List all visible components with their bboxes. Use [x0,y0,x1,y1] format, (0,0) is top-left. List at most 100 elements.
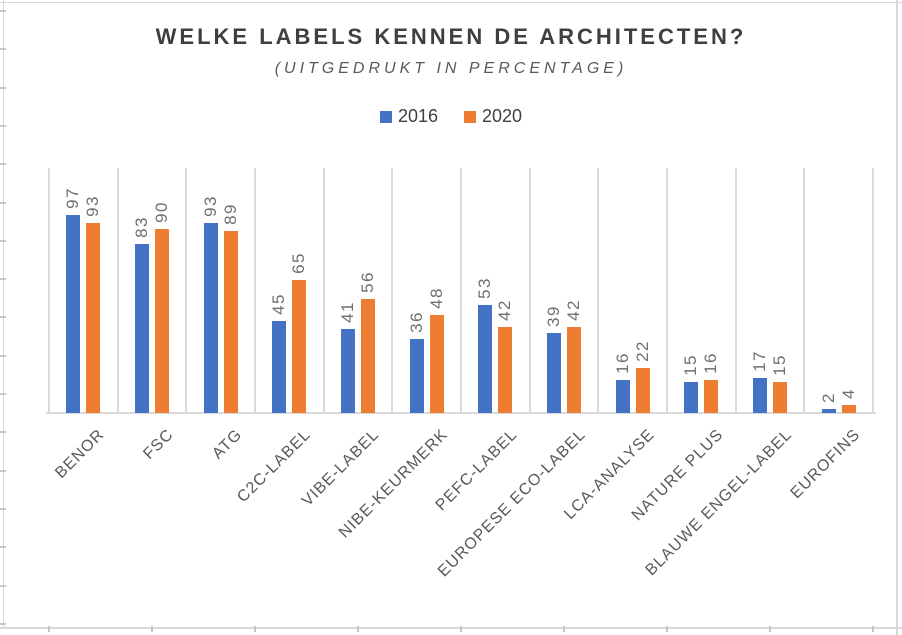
plot-gridline [48,168,50,413]
legend-swatch-2016 [379,110,392,123]
bar-2020-BLAUWE ENGEL-LABEL [773,382,787,413]
value-label-2020-NIBE-KEURMERK: 48 [427,287,446,309]
value-label-2016-C2C-LABEL: 45 [269,293,288,315]
value-label-2016-FSC: 83 [132,216,151,238]
plot-gridline [597,168,600,413]
plot-gridline [666,168,668,413]
sheet-tick [0,87,6,89]
bar-2020-ATG [224,231,238,413]
plot-gridline [391,168,394,413]
value-label-2016-BLAUWE ENGEL-LABEL: 17 [750,350,769,372]
plot-gridline [322,168,325,413]
sheet-gridline-bottom [0,627,902,629]
category-label-BENOR: BENOR [52,426,109,482]
sheet-tick [357,626,359,632]
sheet-tick [563,626,565,632]
sheet-tick [0,48,6,50]
sheet-tick [0,585,6,587]
bar-2016-BLAUWE ENGEL-LABEL [753,378,767,413]
value-label-2016-EUROFINS: 2 [819,392,838,403]
bar-2016-EUROFINS [822,409,836,413]
value-label-2020-FSC: 90 [152,201,171,223]
legend-item-2020: 2020 [464,106,522,127]
bar-2020-PEFC-LABEL [498,327,512,413]
value-label-2016-LCA-ANALYSE: 16 [613,352,632,374]
x-axis-line [46,412,876,414]
bar-2016-VIBE-LABEL [341,329,355,413]
legend-item-2016: 2016 [379,106,438,127]
bar-2016-EUROPESE ECO-LABEL [547,333,561,413]
plot-gridline [803,168,806,413]
bar-2016-NATURE PLUS [684,382,698,413]
sheet-tick [0,546,6,548]
value-label-2020-EUROPESE ECO-LABEL: 42 [564,299,583,321]
value-label-2020-LCA-ANALYSE: 22 [633,340,652,362]
category-label-EUROFINS: EUROFINS [787,426,864,503]
sheet-tick [0,470,6,472]
sheet-tick [666,626,668,632]
plot-gridline [116,168,119,413]
category-label-BLAUWE ENGEL-LABEL: BLAUWE ENGEL-LABEL [641,426,796,580]
legend-label-2020: 2020 [482,106,523,126]
bar-2016-ATG [204,223,218,413]
bar-2016-PEFC-LABEL [478,305,492,413]
bar-2020-EUROFINS [842,405,856,413]
plot-gridline [528,168,531,413]
sheet-tick [769,626,771,632]
sheet-tick [0,278,6,280]
plot-gridline [734,168,737,413]
plot-gridline [185,168,188,413]
sheet-tick [460,626,462,632]
value-label-2016-NIBE-KEURMERK: 36 [407,311,426,333]
sheet-tick [0,125,6,127]
sheet-tick [0,202,6,204]
bar-2020-NIBE-KEURMERK [430,315,444,413]
legend-swatch-2020 [464,110,476,123]
category-label-FSC: FSC [140,426,178,463]
bar-2020-NATURE PLUS [704,380,718,413]
sheet-gridline-top [0,2,902,3]
bar-2016-BENOR [66,215,80,413]
value-label-2020-BENOR: 93 [83,195,102,217]
value-label-2016-BENOR: 97 [63,187,82,209]
bar-2016-C2C-LABEL [272,321,286,413]
value-label-2016-PEFC-LABEL: 53 [475,277,494,299]
bar-2016-LCA-ANALYSE [616,380,630,413]
value-label-2020-BLAUWE ENGEL-LABEL: 15 [770,354,789,376]
plot-gridline [460,168,462,413]
bar-2016-NIBE-KEURMERK [410,339,424,413]
plot-gridline [254,168,256,413]
sheet-tick [0,623,6,625]
category-label-EUROPESE ECO-LABEL: EUROPESE ECO-LABEL [434,426,590,581]
sheet-tick [0,240,6,242]
bar-2020-EUROPESE ECO-LABEL [567,327,581,413]
value-label-2020-C2C-LABEL: 65 [289,252,308,274]
bar-2020-C2C-LABEL [292,280,306,413]
sheet-tick [254,626,256,632]
bar-2020-LCA-ANALYSE [636,368,650,413]
category-label-ATG: ATG [209,426,246,463]
value-label-2016-ATG: 93 [201,195,220,217]
chart-subtitle: (UITGEDRUKT IN PERCENTAGE) [274,60,628,77]
sheet-tick [0,163,6,165]
legend: 2016 2020 [0,106,902,127]
value-label-2016-VIBE-LABEL: 41 [338,301,357,323]
sheet-tick [0,316,6,318]
legend-label-2016: 2016 [397,106,438,126]
bar-2020-FSC [155,229,169,413]
value-label-2020-PEFC-LABEL: 42 [495,299,514,321]
value-label-2020-ATG: 89 [221,203,240,225]
bar-2020-VIBE-LABEL [361,299,375,413]
sheet-tick [0,10,6,12]
sheet-tick [0,393,6,395]
value-label-2020-NATURE PLUS: 16 [701,352,720,374]
value-label-2020-VIBE-LABEL: 56 [358,271,377,293]
bar-2020-BENOR [86,223,100,413]
bar-2016-FSC [135,244,149,413]
sheet-tick [872,626,874,632]
value-label-2016-EUROPESE ECO-LABEL: 39 [544,305,563,327]
plot-gridline [872,168,874,413]
sheet-tick [0,431,6,433]
sheet-tick [151,626,153,632]
